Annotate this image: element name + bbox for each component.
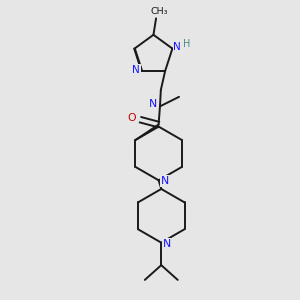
Text: N: N bbox=[173, 42, 181, 52]
Text: O: O bbox=[128, 113, 136, 123]
Text: N: N bbox=[149, 99, 158, 109]
Text: N: N bbox=[160, 176, 169, 186]
Text: CH₃: CH₃ bbox=[150, 7, 168, 16]
Text: N: N bbox=[132, 65, 140, 75]
Text: H: H bbox=[183, 39, 190, 49]
Text: N: N bbox=[163, 238, 171, 248]
